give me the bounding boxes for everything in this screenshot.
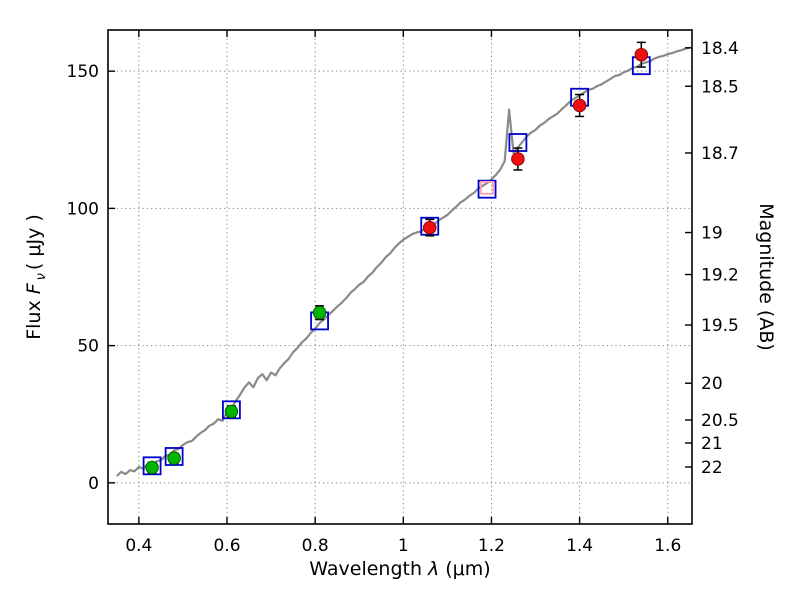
magnitude-tick-label: 22	[701, 458, 723, 478]
magnitude-label-text: Magnitude (AB)	[755, 203, 777, 351]
x-axis-label-unit: (μm)	[445, 558, 491, 580]
x-tick-label: 0.4	[125, 536, 152, 556]
observed-infrared-marker	[634, 47, 649, 62]
magnitude-tick-label: 18.5	[701, 77, 739, 97]
x-axis-label-symbol: λ	[428, 558, 440, 580]
flux-label-subscript: ν	[33, 273, 49, 281]
flux-label-word: Flux	[23, 300, 46, 340]
y-axis-label-magnitude: Magnitude (AB)	[755, 203, 777, 351]
limit-photometry-marker	[480, 180, 494, 195]
model-photometry-marker	[164, 447, 184, 466]
flux-label-symbol: F	[23, 283, 46, 295]
magnitude-tick-label: 20.5	[701, 411, 739, 431]
model-photometry-group	[142, 56, 651, 476]
tick-group	[108, 30, 692, 524]
x-tick-label: 1	[398, 536, 409, 556]
y-tick-label: 50	[77, 337, 99, 357]
y-tick-label: 100	[67, 199, 99, 219]
model-photometry-marker	[222, 400, 241, 420]
observed-infrared-marker	[511, 152, 525, 166]
spectrum-line	[116, 46, 691, 477]
magnitude-tick-label: 18.4	[701, 39, 739, 59]
x-tick-label: 0.6	[213, 536, 240, 556]
magnitude-tick-label: 21	[701, 434, 723, 454]
tick-label-group: 0.4 0.6 0.8 1 1.2 1.4 1.6 0 50 100 150 18.4 18.5 18.7…	[67, 39, 739, 556]
observed-optical-marker	[224, 404, 239, 419]
plot-frame	[107, 29, 693, 525]
limit-photometry-group	[480, 180, 494, 195]
grid-group	[108, 30, 692, 524]
observed-optical-group	[145, 305, 327, 475]
magnitude-tick-label: 20	[701, 374, 723, 394]
model-photometry-marker	[477, 179, 497, 199]
model-photometry-marker	[142, 456, 162, 476]
x-axis-label-word: Wavelength	[309, 558, 423, 580]
flux-label-unit: ( μJy )	[23, 214, 46, 271]
y-axis-label-flux: Flux Fν ( μJy )	[23, 211, 49, 343]
magnitude-tick-label: 19.2	[701, 266, 739, 286]
x-tick-label: 1.4	[566, 536, 593, 556]
observed-optical-marker	[167, 451, 181, 465]
observed-optical-marker	[312, 305, 327, 320]
x-tick-label: 1.6	[654, 536, 681, 556]
observed-infrared-marker	[572, 98, 587, 113]
magnitude-tick-label: 18.7	[701, 144, 739, 164]
magnitude-tick-label: 19	[701, 224, 723, 244]
x-tick-label: 0.8	[302, 536, 329, 556]
observed-infrared-errorbars	[425, 41, 646, 237]
x-tick-label: 1.2	[478, 536, 505, 556]
y-tick-label: 0	[88, 474, 99, 494]
observed-infrared-marker	[423, 220, 437, 235]
x-axis-label: Wavelength λ (μm)	[108, 558, 692, 580]
y-tick-label: 150	[67, 62, 99, 82]
observed-optical-marker	[145, 460, 159, 475]
observed-infrared-group	[423, 47, 649, 235]
magnitude-tick-label: 19.5	[701, 316, 739, 336]
